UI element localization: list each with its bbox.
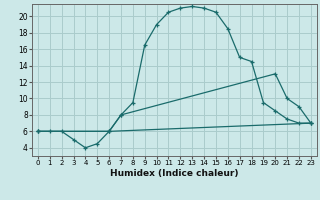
X-axis label: Humidex (Indice chaleur): Humidex (Indice chaleur)	[110, 169, 239, 178]
